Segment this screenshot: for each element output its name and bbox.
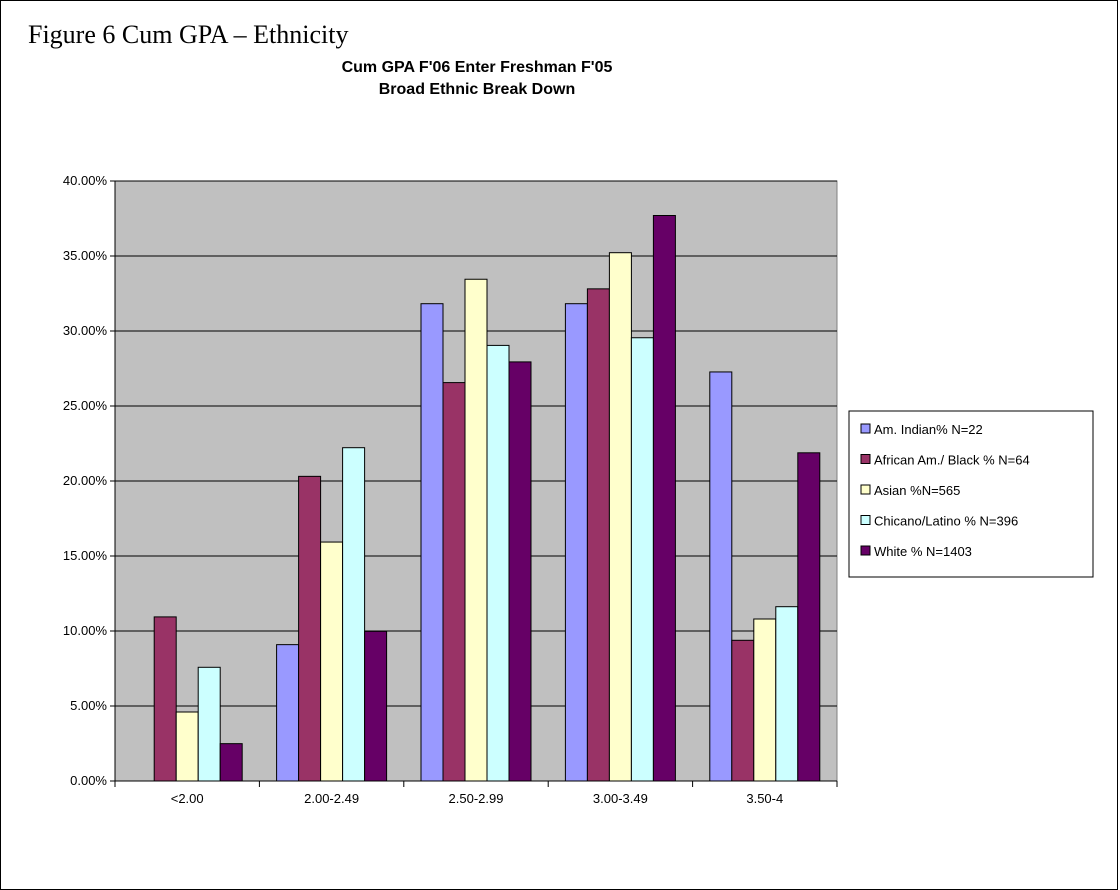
bar: [508, 361, 532, 782]
bar: [342, 447, 366, 782]
legend-label: Asian %N=565: [874, 483, 960, 498]
plot-area: 0.00% 5.00% 10.00% 15.00% 20.00% 25.00% 30.00%…: [63, 173, 838, 806]
legend-swatch: [860, 484, 871, 495]
legend-label: White % N=1403: [874, 544, 972, 559]
x-tick-label: 2.00-2.49: [304, 791, 359, 806]
legend-swatch: [860, 423, 871, 434]
bar: [153, 616, 177, 782]
legend-label: Chicano/Latino % N=396: [874, 514, 1018, 529]
legend-label: African Am./ Black % N=64: [874, 453, 1030, 468]
bar: [709, 371, 733, 782]
bar: [564, 303, 588, 782]
bar: [753, 618, 777, 782]
legend: Am. Indian% N=22 African Am./ Black % N=6…: [848, 410, 1094, 578]
bar: [175, 711, 199, 782]
x-tick-label: <2.00: [171, 791, 204, 806]
bar: [586, 288, 610, 782]
y-tick-label: 10.00%: [63, 623, 108, 638]
bar: [364, 630, 388, 782]
y-tick-label: 20.00%: [63, 473, 108, 488]
bar: [197, 666, 221, 782]
bar: [731, 639, 755, 782]
y-tick-label: 0.00%: [70, 773, 107, 788]
bar: [442, 382, 466, 782]
x-tick-label: 3.50-4: [746, 791, 783, 806]
y-tick-label: 35.00%: [63, 248, 108, 263]
x-tick-label: 3.00-3.49: [593, 791, 648, 806]
chart-subtitle: Broad Ethnic Break Down: [379, 81, 575, 98]
y-tick-label: 5.00%: [70, 698, 107, 713]
bar: [775, 606, 799, 782]
bar: [486, 344, 510, 782]
bar: [797, 452, 821, 782]
y-tick-label: 25.00%: [63, 398, 108, 413]
legend-swatch: [860, 515, 871, 525]
x-tick-label: 2.50-2.99: [449, 791, 504, 806]
chart-title: Cum GPA F'06 Enter Freshman F'05: [342, 59, 613, 76]
bar: [652, 215, 676, 782]
bar: [276, 644, 300, 782]
bar: [630, 337, 654, 782]
bar: [219, 743, 243, 782]
bar: [608, 252, 632, 782]
y-tick-label: 40.00%: [63, 173, 108, 188]
y-tick-label: 30.00%: [63, 323, 108, 338]
bar: [320, 541, 344, 782]
legend-label: Am. Indian% N=22: [874, 422, 983, 437]
legend-swatch: [860, 454, 871, 464]
bar: [298, 475, 322, 782]
legend-swatch: [860, 545, 871, 556]
bar: [464, 278, 488, 782]
figure-caption: Figure 6 Cum GPA – Ethnicity: [28, 20, 349, 49]
legend-box: [848, 410, 1094, 578]
y-tick-label: 15.00%: [63, 548, 108, 563]
bar: [420, 303, 444, 782]
